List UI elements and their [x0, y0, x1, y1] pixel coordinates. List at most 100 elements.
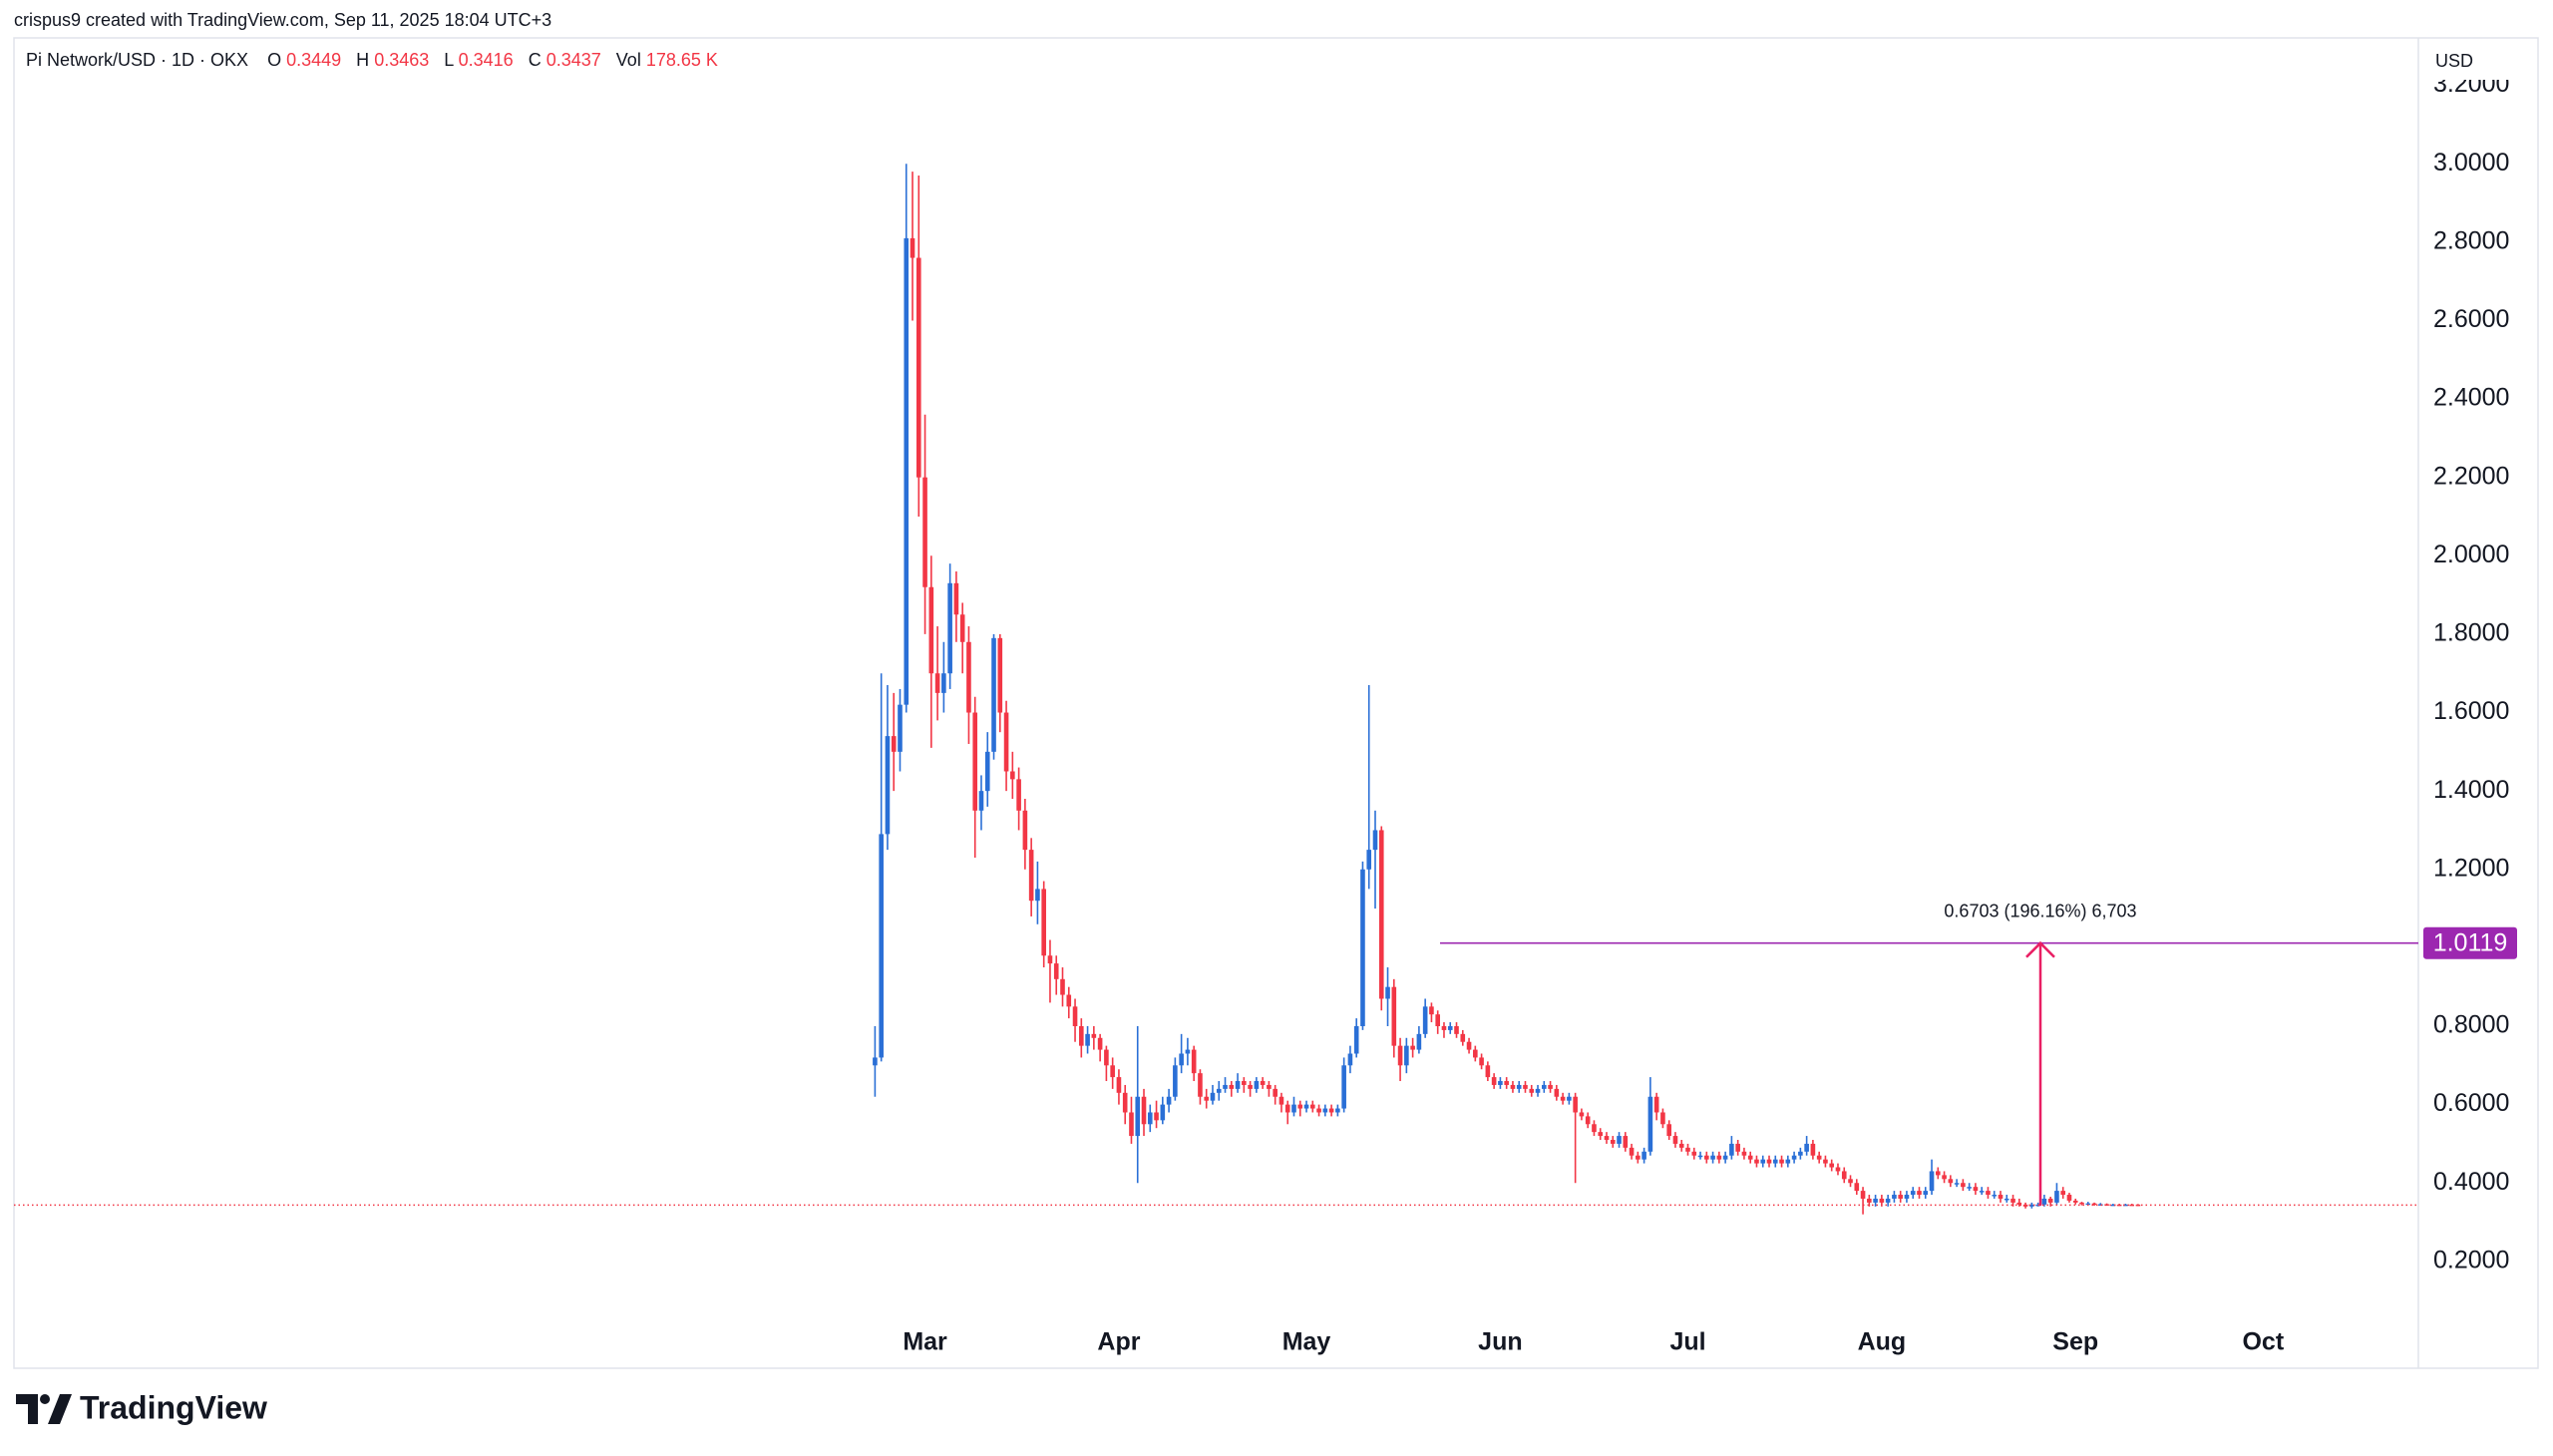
- candle-body: [2041, 1198, 2047, 1205]
- candle-body: [1479, 1057, 1484, 1066]
- candle-body: [1710, 1155, 1715, 1160]
- x-tick-label: Mar: [903, 1328, 947, 1356]
- candle-body: [1979, 1191, 1985, 1193]
- candle-body: [2029, 1204, 2034, 1207]
- candle-body: [1504, 1081, 1509, 1085]
- candle-body: [1110, 1065, 1115, 1078]
- candle-body: [959, 614, 965, 642]
- candle-body: [1954, 1183, 1960, 1185]
- candle-body: [1035, 889, 1040, 902]
- legend-label: H: [356, 50, 369, 70]
- candle-body: [1567, 1096, 1572, 1101]
- candle-body: [1685, 1147, 1690, 1152]
- candle-body: [1328, 1108, 1334, 1113]
- candle-body: [1948, 1179, 1954, 1184]
- candle-body: [1410, 1045, 1415, 1050]
- candle-body: [1085, 1033, 1090, 1046]
- candle-body: [2054, 1191, 2059, 1203]
- candle-body: [1729, 1143, 1734, 1156]
- logo-mark: [16, 1394, 72, 1424]
- candle-body: [1216, 1088, 1222, 1093]
- candle-body: [1942, 1175, 1947, 1180]
- legend-value: 0.3463: [374, 50, 429, 70]
- plot-area: 0.6703 (196.16%) 6,703: [14, 164, 2418, 1215]
- candle-body: [947, 582, 952, 674]
- candle-body: [1360, 869, 1365, 1026]
- candle-body: [891, 736, 897, 752]
- candle-body: [1198, 1073, 1203, 1097]
- candle-body: [1653, 1096, 1659, 1113]
- candle-body: [1204, 1096, 1210, 1101]
- price-line-label-box: [2423, 926, 2517, 959]
- candle-body: [1785, 1159, 1791, 1164]
- candle-body: [1560, 1096, 1566, 1101]
- measure-arrowhead: [2025, 940, 2055, 958]
- y-tick-label: 1.2000: [2433, 854, 2509, 882]
- candle-body: [1097, 1037, 1103, 1050]
- currency[interactable]: USD: [2435, 51, 2473, 71]
- candle-body: [1154, 1112, 1159, 1121]
- y-tick-label: 1.4000: [2433, 776, 2509, 804]
- candle-body: [1647, 1096, 1653, 1152]
- currency-box[interactable]: [2421, 44, 2533, 80]
- candle-body: [2129, 1204, 2134, 1207]
- candle-body: [1372, 830, 1378, 851]
- candle-body: [1617, 1136, 1622, 1144]
- y-tick-label: 1.8000: [2433, 619, 2509, 647]
- candle-body: [1053, 963, 1059, 979]
- y-tick-label: 3.0000: [2433, 149, 2509, 177]
- candle-body: [1810, 1143, 1816, 1156]
- candle-body: [1691, 1151, 1697, 1156]
- candle-body: [1397, 1045, 1403, 1066]
- candle-body: [1885, 1198, 1891, 1203]
- candle-body: [1173, 1065, 1178, 1097]
- candle-body: [1060, 978, 1065, 995]
- candle-body: [1210, 1092, 1216, 1101]
- candle-body: [1741, 1151, 1747, 1156]
- candle-body: [1460, 1033, 1466, 1042]
- x-tick-label: May: [1282, 1328, 1331, 1356]
- candle-body: [1041, 889, 1046, 956]
- candle-body: [1297, 1104, 1303, 1109]
- candle-body: [1010, 771, 1015, 780]
- candle-body: [2079, 1202, 2084, 1205]
- candle-body: [898, 704, 903, 752]
- candle-body: [2072, 1200, 2078, 1203]
- candle-body: [1929, 1171, 1935, 1192]
- candle-body: [1273, 1088, 1277, 1097]
- candle-body: [1122, 1092, 1128, 1113]
- candle-body: [1322, 1108, 1328, 1113]
- logo-dot: [40, 1394, 50, 1404]
- candle-body: [1003, 712, 1009, 772]
- candle-body: [1466, 1041, 1472, 1050]
- candle-body: [1854, 1183, 1860, 1192]
- candle-body: [1636, 1155, 1641, 1160]
- y-tick-label: 2.8000: [2433, 226, 2509, 254]
- candle-body: [1804, 1143, 1809, 1152]
- y-tick-label: 0.4000: [2433, 1168, 2509, 1196]
- legend-label: Vol: [616, 50, 641, 70]
- candle-body: [1592, 1124, 1597, 1133]
- candle-body: [1541, 1084, 1547, 1089]
- candle-body: [1791, 1155, 1797, 1160]
- candle-body: [1641, 1151, 1646, 1160]
- candle-body: [1404, 1045, 1409, 1066]
- candle-body: [1798, 1151, 1803, 1156]
- candle-body: [1385, 986, 1390, 999]
- candle-body: [1347, 1053, 1353, 1066]
- candle-body: [1678, 1143, 1684, 1148]
- candle-body: [1047, 955, 1053, 964]
- candle-body: [1353, 1025, 1359, 1054]
- candle-body: [1535, 1088, 1541, 1093]
- candle-body: [1892, 1195, 1897, 1199]
- candle-body: [1704, 1155, 1709, 1160]
- candle-body: [1910, 1191, 1916, 1196]
- candle-body: [1585, 1116, 1591, 1125]
- candle-body: [1660, 1112, 1665, 1125]
- x-tick-label: Jun: [1478, 1328, 1522, 1356]
- candle-body: [1441, 1025, 1447, 1030]
- candle-body: [1435, 1014, 1440, 1026]
- candle-body: [1104, 1049, 1109, 1066]
- candle-body: [1917, 1191, 1922, 1196]
